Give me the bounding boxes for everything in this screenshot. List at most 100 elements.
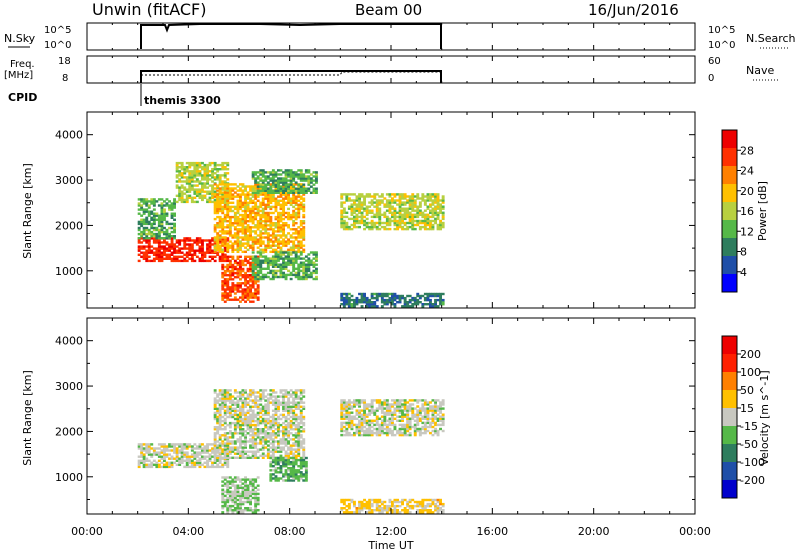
data-cell	[289, 432, 293, 435]
data-cell	[213, 436, 217, 439]
data-cell	[294, 436, 298, 439]
data-cell	[236, 452, 240, 455]
data-cell	[292, 261, 296, 264]
data-cell	[269, 395, 273, 398]
data-cell	[241, 222, 245, 225]
data-cell	[251, 389, 255, 392]
data-cell	[261, 215, 265, 219]
data-cell	[216, 174, 220, 177]
data-cell	[140, 208, 144, 211]
data-cell	[223, 438, 227, 441]
data-cell	[347, 225, 351, 229]
data-cell	[271, 415, 275, 419]
data-cell	[297, 428, 301, 431]
data-cell	[274, 175, 278, 178]
data-cell	[355, 411, 359, 414]
data-cell	[152, 198, 156, 201]
data-cell	[274, 203, 278, 206]
data-cell	[312, 257, 316, 260]
data-cell	[236, 185, 240, 188]
data-cell	[259, 177, 263, 180]
data-cell	[241, 259, 245, 263]
data-cell	[297, 469, 301, 472]
data-cell	[208, 457, 212, 460]
data-cell	[155, 228, 159, 232]
data-cell	[299, 399, 303, 402]
data-cell	[391, 199, 394, 202]
data-cell	[190, 465, 194, 469]
data-cell	[423, 209, 427, 212]
data-cell	[261, 228, 265, 231]
data-cell	[391, 429, 394, 433]
data-cell	[233, 298, 237, 301]
data-cell	[226, 450, 230, 453]
data-cell	[183, 237, 187, 240]
data-cell	[271, 450, 275, 453]
data-cell	[233, 389, 237, 392]
data-cell	[378, 425, 382, 429]
data-cell	[254, 277, 258, 281]
data-cell	[251, 432, 255, 435]
data-cell	[244, 207, 247, 211]
data-cell	[168, 235, 171, 238]
data-cell	[142, 212, 146, 215]
data-cell	[206, 192, 209, 195]
data-cell	[429, 205, 432, 208]
data-cell	[294, 463, 298, 466]
data-cell	[426, 425, 430, 429]
data-cell	[413, 427, 417, 431]
data-cell	[421, 303, 425, 306]
data-cell	[309, 275, 313, 279]
data-cell	[358, 205, 361, 208]
data-cell	[142, 239, 146, 242]
data-cell	[163, 463, 166, 466]
data-cell	[241, 209, 245, 213]
data-cell	[418, 399, 422, 402]
data-cell	[185, 168, 189, 171]
data-cell	[157, 249, 161, 252]
data-cell	[266, 191, 270, 194]
data-cell	[259, 261, 263, 264]
data-cell	[365, 415, 369, 418]
data-cell	[284, 236, 288, 239]
data-cell	[274, 191, 278, 194]
data-cell	[408, 425, 412, 429]
data-cell	[175, 451, 179, 454]
data-cell	[423, 225, 427, 229]
data-cell	[244, 288, 247, 291]
data-cell	[406, 429, 410, 433]
data-cell	[277, 191, 280, 194]
data-cell	[160, 259, 164, 263]
data-cell	[431, 303, 435, 306]
data-cell	[246, 255, 250, 258]
data-cell	[277, 173, 280, 176]
data-cell	[150, 235, 154, 238]
data-cell	[251, 278, 255, 281]
data-cell	[241, 442, 245, 445]
data-cell	[259, 251, 263, 254]
power-ylabel: Slant Range [km]	[21, 163, 34, 259]
data-cell	[239, 236, 242, 239]
data-cell	[201, 247, 204, 250]
data-cell	[231, 436, 235, 439]
data-cell	[216, 456, 220, 459]
data-cell	[140, 198, 144, 201]
data-cell	[163, 449, 166, 452]
data-cell	[292, 473, 296, 476]
data-cell	[287, 269, 290, 273]
data-cell	[147, 243, 151, 246]
data-cell	[261, 397, 265, 400]
data-cell	[358, 207, 361, 210]
data-cell	[370, 223, 374, 227]
data-cell	[269, 226, 273, 229]
data-cell	[175, 447, 179, 450]
data-cell	[193, 251, 197, 254]
data-cell	[287, 454, 290, 457]
data-cell	[147, 241, 151, 244]
data-cell	[223, 448, 227, 451]
data-cell	[244, 282, 247, 285]
data-cell	[388, 209, 392, 212]
data-cell	[353, 225, 356, 229]
data-cell	[256, 280, 260, 283]
data-cell	[398, 219, 402, 223]
